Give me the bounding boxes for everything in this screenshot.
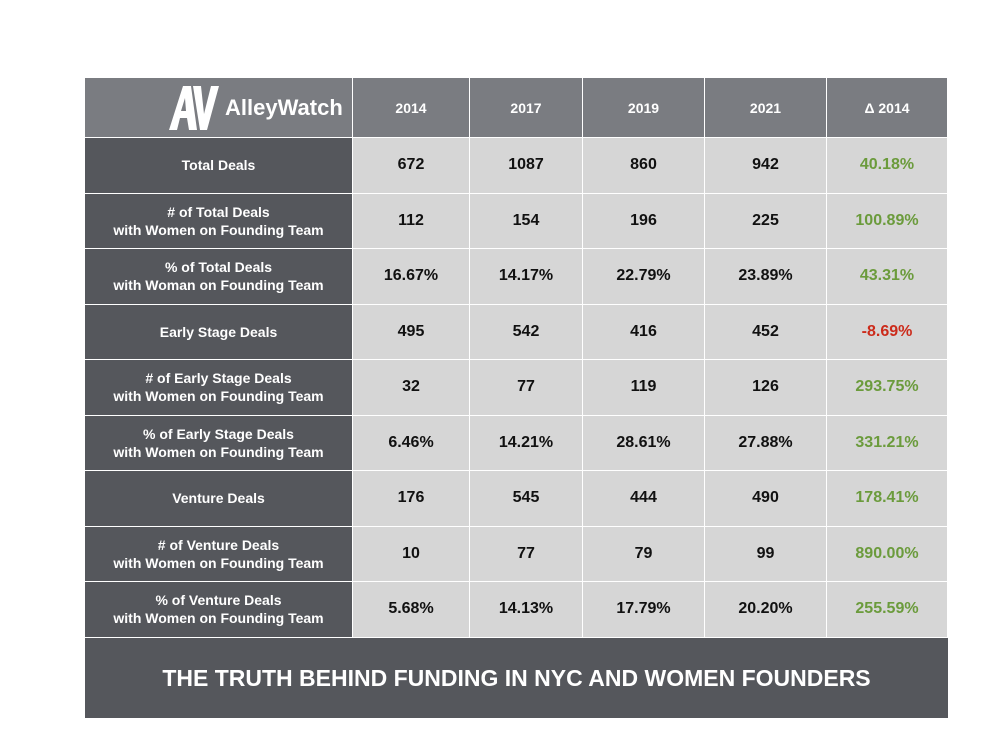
row-label-line: Early Stage Deals	[159, 323, 278, 340]
row-label-line: with Women on Founding Team	[113, 388, 324, 405]
row-label: % of Venture Deals with Women on Founding…	[85, 582, 353, 638]
row-label-line: % of Total Deals	[164, 259, 273, 276]
footer-title: THE TRUTH BEHIND FUNDING IN NYC AND WOME…	[85, 638, 948, 718]
value-cell: 99	[705, 526, 827, 582]
change-cell: 43.31%	[827, 249, 948, 305]
row-label: % of Total Deals with Woman on Founding T…	[85, 249, 353, 305]
value-cell: 17.79%	[583, 582, 705, 638]
value-cell: 6.46%	[353, 415, 470, 471]
value-cell: 27.88%	[705, 415, 827, 471]
column-header: 2014	[353, 78, 470, 138]
change-cell: 178.41%	[827, 471, 948, 527]
value-cell: 495	[353, 304, 470, 360]
row-label: # of Venture Deals with Women on Founding…	[85, 526, 353, 582]
value-cell: 225	[705, 193, 827, 249]
value-cell: 32	[353, 360, 470, 416]
value-cell: 416	[583, 304, 705, 360]
row-label: Early Stage Deals	[85, 304, 353, 360]
value-cell: 79	[583, 526, 705, 582]
value-cell: 176	[353, 471, 470, 527]
value-cell: 14.21%	[470, 415, 583, 471]
row-label-line: Total Deals	[181, 157, 256, 174]
logo-icon	[169, 85, 219, 130]
row-label-line: # of Early Stage Deals	[145, 370, 292, 387]
row-label: Venture Deals	[85, 471, 353, 527]
logo-cell: AlleyWatch	[85, 78, 353, 138]
value-cell: 490	[705, 471, 827, 527]
value-cell: 77	[470, 526, 583, 582]
value-cell: 119	[583, 360, 705, 416]
value-cell: 444	[583, 471, 705, 527]
row-label-line: % of Early Stage Deals	[143, 425, 294, 442]
row-label: % of Early Stage Deals with Women on Foun…	[85, 415, 353, 471]
row-label-line: # of Total Deals	[167, 203, 270, 220]
value-cell: 77	[470, 360, 583, 416]
value-cell: 23.89%	[705, 249, 827, 305]
value-cell: 545	[470, 471, 583, 527]
row-label: # of Total Deals with Women on Founding T…	[85, 193, 353, 249]
logo-text: AlleyWatch	[225, 94, 343, 120]
change-cell: 331.21%	[827, 415, 948, 471]
row-label-line: with Women on Founding Team	[113, 554, 324, 571]
value-cell: 28.61%	[583, 415, 705, 471]
value-cell: 942	[705, 138, 827, 194]
value-cell: 112	[353, 193, 470, 249]
change-cell: 293.75%	[827, 360, 948, 416]
value-cell: 20.20%	[705, 582, 827, 638]
row-label-line: with Women on Founding Team	[113, 221, 324, 238]
row-label-line: with Woman on Founding Team	[113, 277, 324, 294]
column-header: 2019	[583, 78, 705, 138]
row-label-line: % of Venture Deals	[155, 592, 282, 609]
change-cell: -8.69%	[827, 304, 948, 360]
value-cell: 452	[705, 304, 827, 360]
value-cell: 5.68%	[353, 582, 470, 638]
value-cell: 672	[353, 138, 470, 194]
value-cell: 154	[470, 193, 583, 249]
value-cell: 126	[705, 360, 827, 416]
value-cell: 10	[353, 526, 470, 582]
row-label-line: with Women on Founding Team	[113, 610, 324, 627]
change-cell: 40.18%	[827, 138, 948, 194]
value-cell: 860	[583, 138, 705, 194]
value-cell: 14.17%	[470, 249, 583, 305]
column-header: 2021	[705, 78, 827, 138]
row-label-line: Venture Deals	[172, 490, 265, 507]
value-cell: 16.67%	[353, 249, 470, 305]
value-cell: 14.13%	[470, 582, 583, 638]
change-cell: 255.59%	[827, 582, 948, 638]
value-cell: 1087	[470, 138, 583, 194]
column-header: 2017	[470, 78, 583, 138]
row-label-line: with Women on Founding Team	[113, 443, 324, 460]
change-cell: 890.00%	[827, 526, 948, 582]
column-header: Δ 2014	[827, 78, 948, 138]
value-cell: 196	[583, 193, 705, 249]
value-cell: 542	[470, 304, 583, 360]
value-cell: 22.79%	[583, 249, 705, 305]
row-label: Total Deals	[85, 138, 353, 194]
row-label: # of Early Stage Deals with Women on Foun…	[85, 360, 353, 416]
change-cell: 100.89%	[827, 193, 948, 249]
row-label-line: # of Venture Deals	[157, 536, 280, 553]
